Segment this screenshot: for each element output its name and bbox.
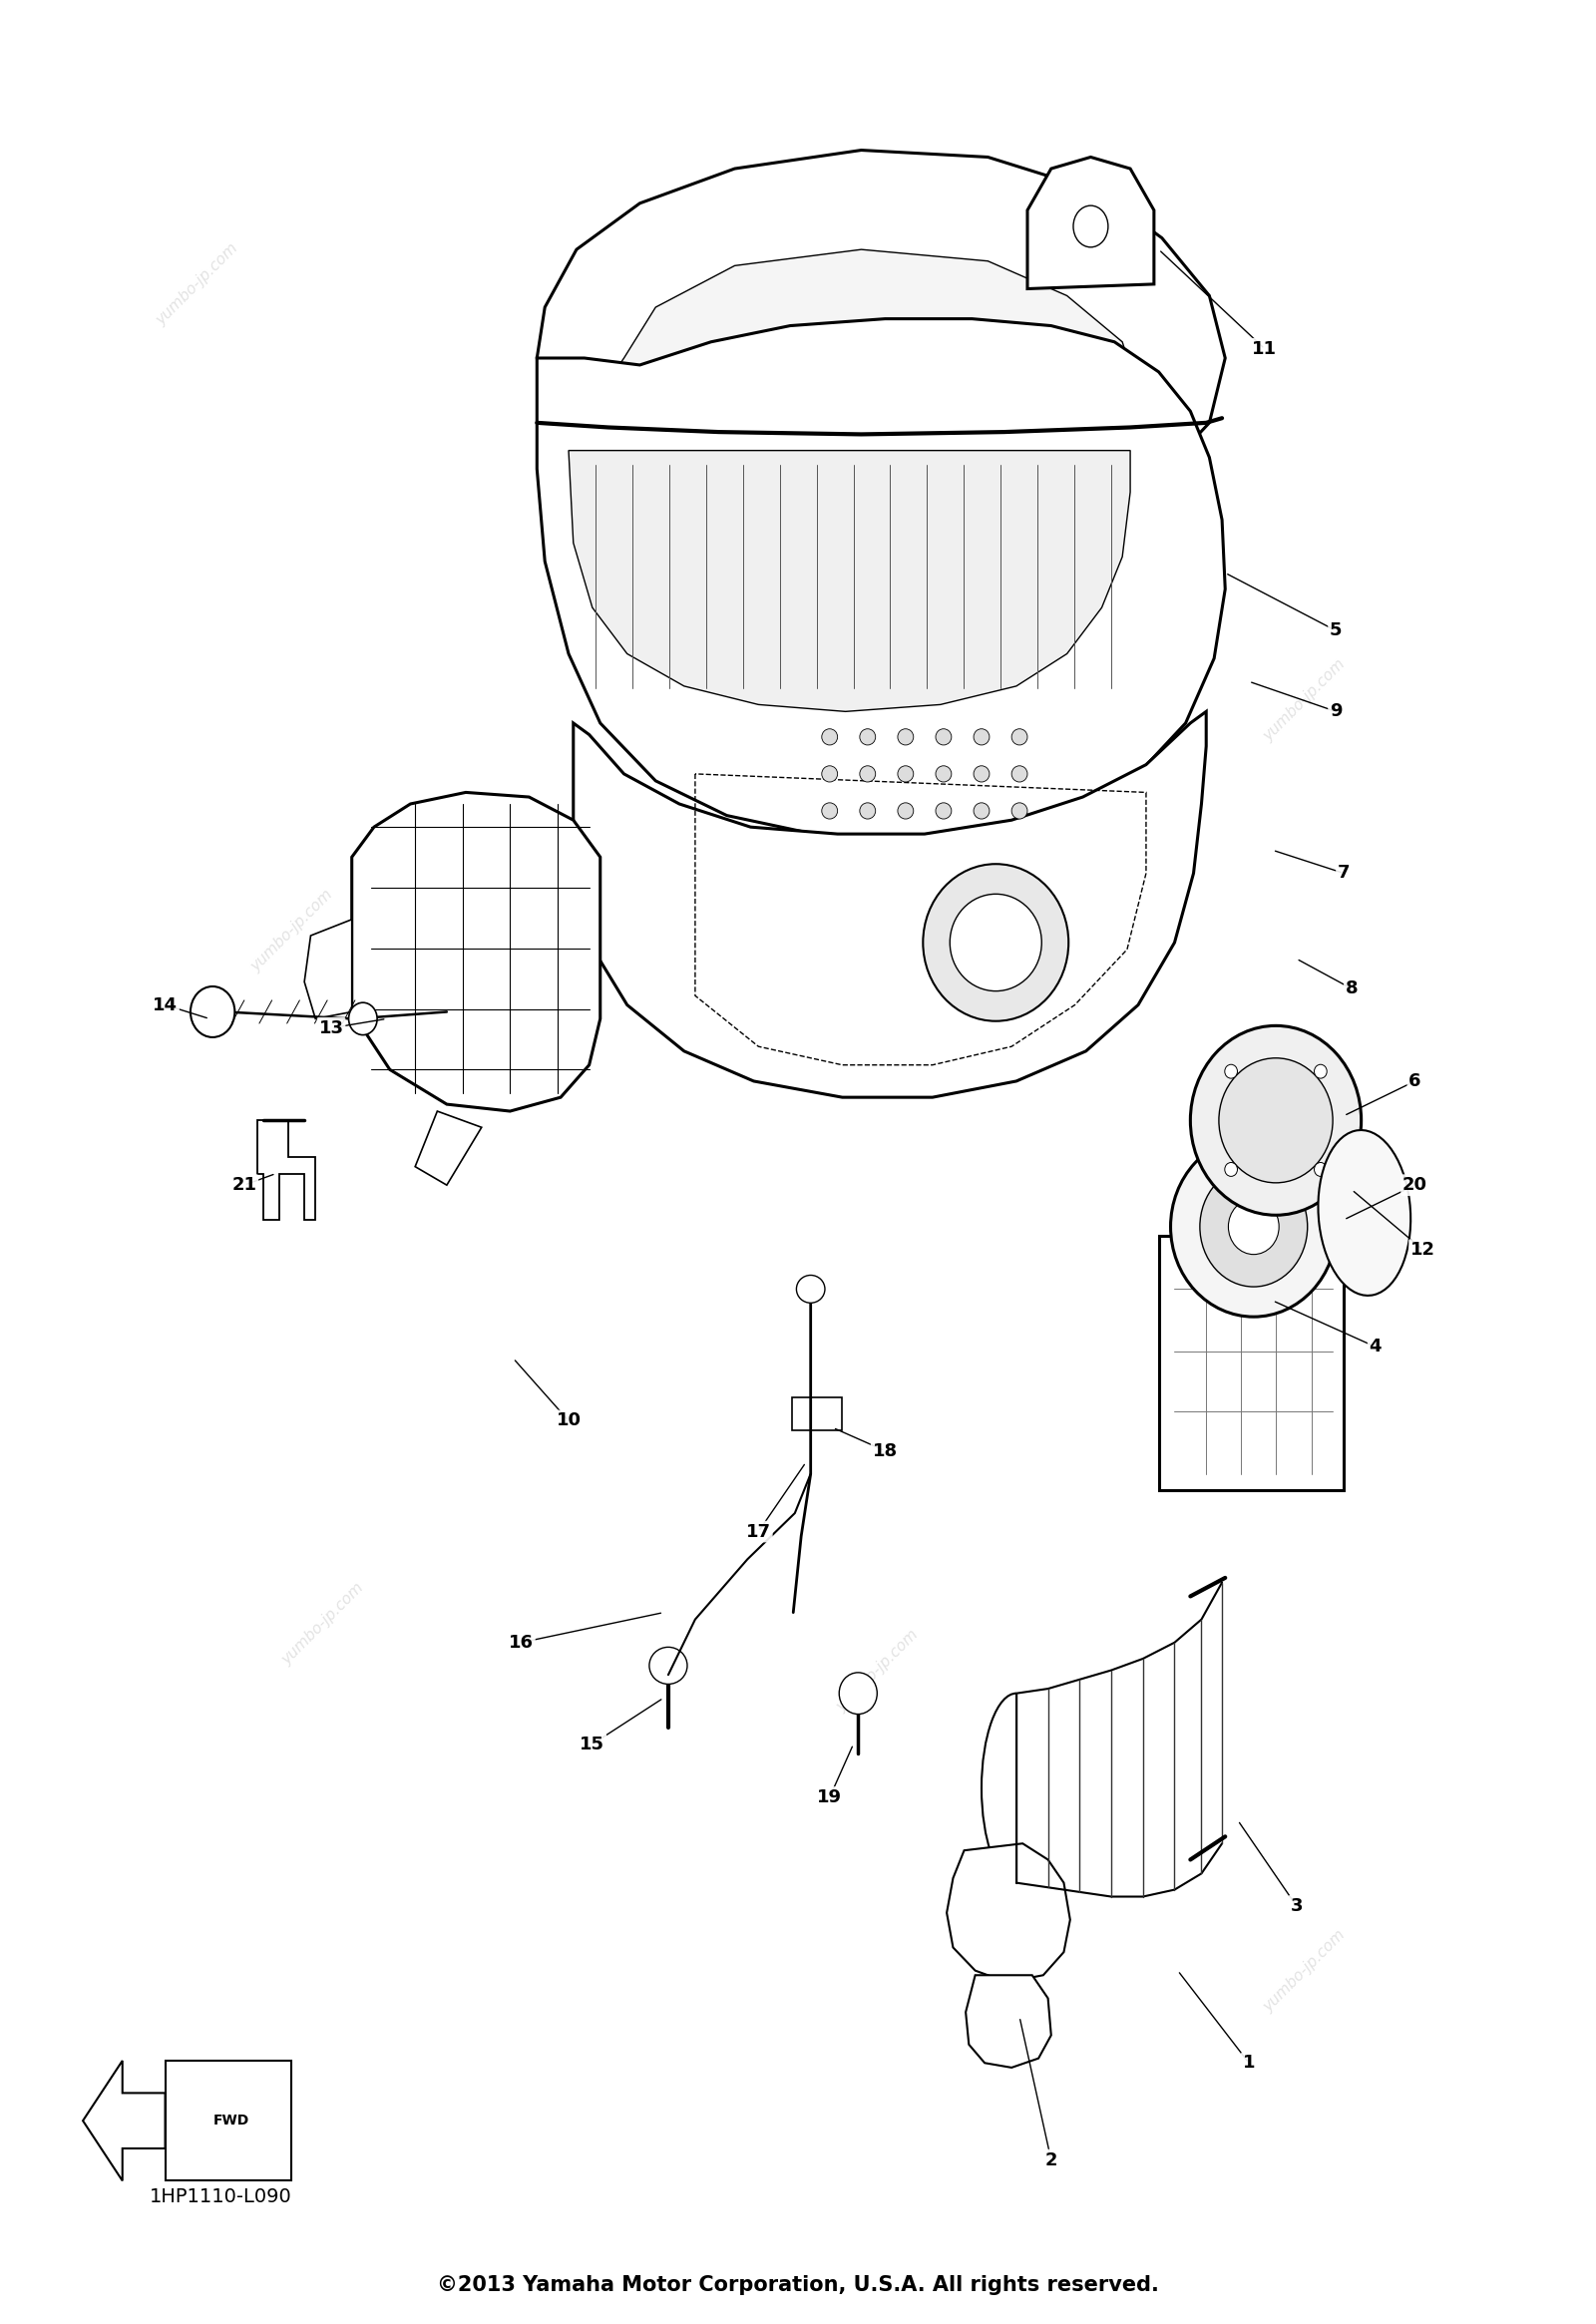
Text: yumbo-jp.com: yumbo-jp.com [1261, 1281, 1349, 1367]
Text: 17: 17 [745, 1522, 771, 1541]
Ellipse shape [897, 730, 913, 746]
Text: 6: 6 [1409, 1071, 1422, 1090]
Text: 1: 1 [1243, 2054, 1254, 2073]
Text: 8: 8 [1345, 981, 1358, 997]
Polygon shape [83, 2061, 164, 2180]
Polygon shape [573, 711, 1207, 1097]
Ellipse shape [974, 730, 990, 746]
Ellipse shape [860, 802, 876, 818]
Ellipse shape [1191, 1025, 1361, 1215]
Ellipse shape [1200, 1167, 1307, 1287]
Ellipse shape [1012, 730, 1028, 746]
Text: 11: 11 [1253, 339, 1277, 358]
Ellipse shape [822, 802, 838, 818]
Ellipse shape [822, 730, 838, 746]
Ellipse shape [860, 767, 876, 781]
Text: FWD: FWD [214, 2115, 249, 2129]
Polygon shape [536, 151, 1226, 535]
Text: yumbo-jp.com: yumbo-jp.com [1261, 1927, 1349, 2015]
Polygon shape [792, 1397, 843, 1429]
Polygon shape [946, 1843, 1071, 1982]
Ellipse shape [1170, 1136, 1337, 1318]
Text: 7: 7 [1337, 865, 1350, 883]
Text: yumbo-jp.com: yumbo-jp.com [833, 1627, 921, 1715]
Text: ©2013 Yamaha Motor Corporation, U.S.A. All rights reserved.: ©2013 Yamaha Motor Corporation, U.S.A. A… [437, 2275, 1159, 2294]
Text: 16: 16 [509, 1634, 533, 1652]
Ellipse shape [974, 767, 990, 781]
Text: yumbo-jp.com: yumbo-jp.com [153, 239, 241, 328]
Ellipse shape [1219, 1057, 1333, 1183]
Text: yumbo-jp.com: yumbo-jp.com [247, 888, 335, 974]
Ellipse shape [348, 1002, 377, 1034]
Polygon shape [257, 1120, 316, 1220]
Polygon shape [1028, 158, 1154, 288]
Ellipse shape [897, 802, 913, 818]
Text: 21: 21 [231, 1176, 257, 1195]
Polygon shape [164, 2061, 292, 2180]
Ellipse shape [1224, 1162, 1237, 1176]
Text: 10: 10 [555, 1411, 581, 1429]
Ellipse shape [1314, 1064, 1326, 1078]
Ellipse shape [950, 895, 1042, 990]
Ellipse shape [897, 767, 913, 781]
Ellipse shape [1318, 1129, 1411, 1294]
Text: 20: 20 [1403, 1176, 1427, 1195]
Polygon shape [611, 249, 1138, 497]
Ellipse shape [190, 985, 235, 1037]
Text: 18: 18 [873, 1441, 897, 1459]
Ellipse shape [974, 802, 990, 818]
Text: yumbo-jp.com: yumbo-jp.com [279, 1580, 367, 1669]
Text: 1HP1110-L090: 1HP1110-L090 [150, 2187, 292, 2205]
Ellipse shape [922, 865, 1069, 1020]
Ellipse shape [935, 767, 951, 781]
Ellipse shape [839, 1673, 878, 1715]
Polygon shape [1159, 1236, 1344, 1490]
Polygon shape [305, 920, 351, 1018]
Polygon shape [351, 792, 600, 1111]
Text: 19: 19 [817, 1787, 843, 1806]
Ellipse shape [1012, 767, 1028, 781]
Ellipse shape [860, 730, 876, 746]
Text: 12: 12 [1411, 1241, 1435, 1260]
Text: 2: 2 [1045, 2152, 1058, 2168]
Text: 4: 4 [1369, 1339, 1382, 1355]
Text: 13: 13 [319, 1018, 343, 1037]
Text: 9: 9 [1329, 702, 1342, 720]
Polygon shape [415, 1111, 482, 1185]
Polygon shape [966, 1975, 1052, 2068]
Text: yumbo-jp.com: yumbo-jp.com [1261, 655, 1349, 744]
Ellipse shape [935, 730, 951, 746]
Ellipse shape [1073, 205, 1108, 246]
Ellipse shape [1229, 1199, 1278, 1255]
Ellipse shape [1314, 1162, 1326, 1176]
Text: yumbo-jp.com: yumbo-jp.com [723, 379, 811, 467]
Ellipse shape [822, 767, 838, 781]
Polygon shape [568, 451, 1130, 711]
Ellipse shape [650, 1648, 688, 1685]
Text: 14: 14 [153, 997, 177, 1013]
Ellipse shape [1224, 1064, 1237, 1078]
Ellipse shape [796, 1276, 825, 1304]
Polygon shape [536, 318, 1226, 844]
Ellipse shape [935, 802, 951, 818]
Ellipse shape [1012, 802, 1028, 818]
Text: yumbo-jp.com: yumbo-jp.com [785, 1002, 873, 1090]
Text: 15: 15 [579, 1736, 605, 1752]
Text: 3: 3 [1290, 1896, 1302, 1915]
Text: 5: 5 [1329, 623, 1342, 639]
